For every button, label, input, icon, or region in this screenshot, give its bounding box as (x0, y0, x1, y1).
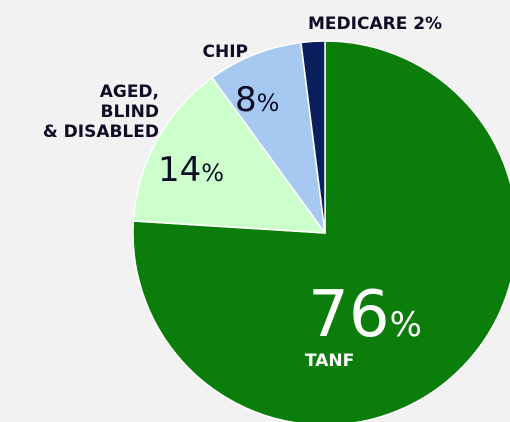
chip-name-label: CHIP (203, 42, 249, 62)
pie-slice-medicare (300, 40, 326, 234)
tanf-value-label: 76% (308, 278, 422, 352)
pie-slice-tanf (132, 40, 510, 422)
pie-slice-aged-blind-disabled (132, 76, 326, 234)
pie-slice-chip (211, 41, 326, 234)
aged-label-line1: AGED, (100, 82, 159, 102)
chip-value-label: 8% (235, 80, 279, 120)
aged-value-label: 14% (158, 150, 224, 190)
pie-slices (132, 40, 510, 422)
aged-label-line2: BLIND (101, 102, 159, 122)
medicare-label: MEDICARE 2% (308, 14, 442, 34)
aged-label-line3: & DISABLED (43, 122, 159, 142)
tanf-name-label: TANF (305, 351, 354, 371)
